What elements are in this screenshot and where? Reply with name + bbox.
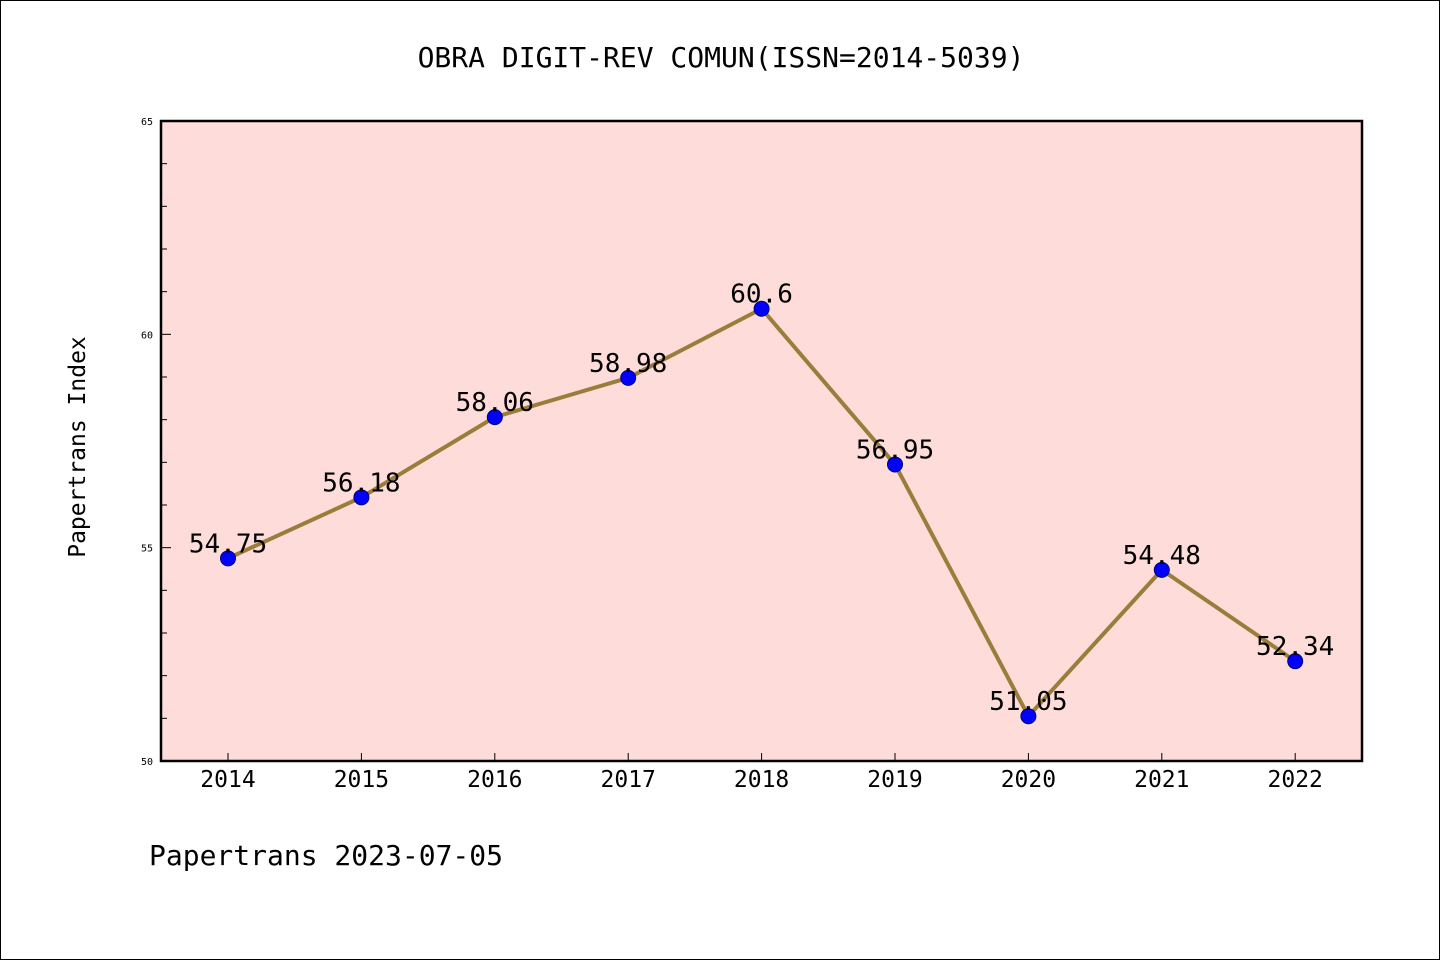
x-tick-label: 2018: [734, 767, 789, 793]
y-tick-label: 50: [141, 757, 153, 768]
data-label: 51.05: [989, 687, 1067, 717]
y-tick-label: 60: [141, 330, 153, 341]
data-label: 60.6: [730, 280, 793, 310]
data-label: 56.18: [322, 468, 400, 498]
y-tick-label: 65: [141, 117, 153, 128]
x-tick-label: 2017: [601, 767, 656, 793]
x-tick-label: 2020: [1001, 767, 1056, 793]
data-point: [486, 409, 503, 426]
data-label: 56.95: [856, 435, 934, 465]
data-point: [1020, 708, 1037, 725]
chart-title: OBRA DIGIT-REV COMUN(ISSN=2014-5039): [418, 41, 1025, 74]
data-point: [753, 300, 770, 317]
x-tick-label: 2016: [467, 767, 522, 793]
data-point: [1287, 653, 1304, 670]
data-point: [220, 550, 236, 567]
x-tick-label: 2022: [1268, 767, 1323, 793]
plot-area: 50 55 60 65 2014 2015 2016 2017 2018 2019 2020 2021…: [141, 117, 1364, 793]
plot-border: [159, 119, 1364, 763]
footer-date: Papertrans 2023-07-05: [149, 839, 503, 872]
x-tick-label: 2014: [200, 767, 255, 793]
x-tick-label: 2021: [1134, 767, 1189, 793]
data-label: 58.06: [456, 388, 534, 418]
data-point: [620, 369, 637, 386]
data-point: [353, 489, 370, 506]
x-tick-label: 2019: [867, 767, 922, 793]
data-point: [887, 456, 903, 473]
data-label: 52.34: [1256, 632, 1334, 662]
data-label: 54.75: [189, 529, 267, 559]
data-label: 58.98: [589, 349, 667, 379]
x-tick-label: 2015: [334, 767, 389, 793]
data-point: [1153, 561, 1170, 578]
y-axis-label: Papertrans Index: [65, 336, 91, 558]
data-label: 54.48: [1123, 541, 1201, 571]
y-tick-label: 55: [141, 544, 153, 555]
plot-background: [161, 121, 1362, 761]
